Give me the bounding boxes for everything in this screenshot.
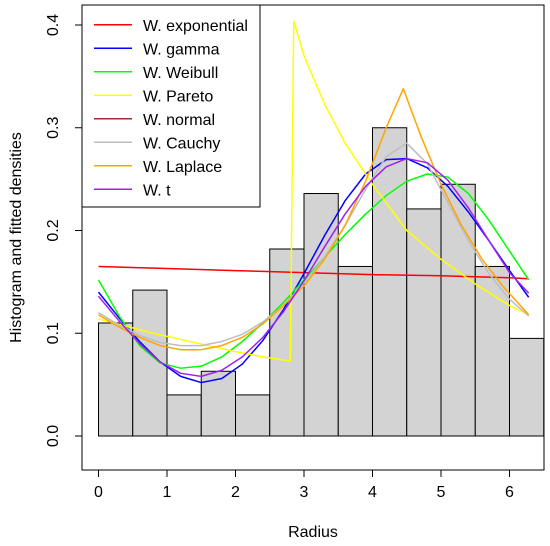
y-tick-label: 0.4 — [45, 14, 62, 36]
series-line — [97, 157, 530, 384]
histogram-bar — [235, 394, 271, 437]
series-line — [97, 173, 530, 369]
legend-box — [81, 4, 261, 208]
legend-label: W. t — [143, 182, 171, 199]
x-axis: 0 1 2 3 4 5 6 — [94, 469, 514, 501]
histogram-bar — [337, 265, 373, 437]
x-tick-label: 2 — [231, 484, 240, 501]
legend-label: W. normal — [143, 112, 215, 129]
x-tick-label: 4 — [368, 484, 377, 501]
x-tick-label: 0 — [94, 484, 103, 501]
legend-label: W. gamma — [143, 41, 220, 58]
legend: W. exponential W. gamma W. Weibull W. Paret… — [81, 4, 261, 208]
density-curves — [97, 20, 530, 384]
x-tick-label: 3 — [300, 484, 309, 501]
legend-label: W. exponential — [143, 18, 248, 35]
y-axis: 0.0 0.1 0.2 0.3 0.4 — [45, 14, 83, 447]
x-axis-label: Radius — [288, 524, 338, 541]
legend-label: W. Pareto — [143, 88, 213, 105]
series-line — [98, 87, 530, 351]
histogram-bars — [98, 127, 545, 437]
series-line — [98, 20, 530, 362]
legend-label: W. Laplace — [143, 159, 222, 176]
y-axis-label: Histogram and fitted densities — [8, 132, 25, 343]
legend-label: W. Weibull — [143, 65, 218, 82]
y-tick-label: 0.3 — [45, 117, 62, 139]
y-tick-label: 0.1 — [45, 322, 62, 344]
legend-label: W. Cauchy — [143, 135, 220, 152]
histogram-bar — [166, 394, 202, 437]
histogram-bar — [406, 208, 442, 437]
y-tick-label: 0.0 — [45, 425, 62, 447]
histogram-bar — [303, 193, 339, 437]
x-tick-label: 1 — [163, 484, 172, 501]
histogram-bar — [98, 322, 134, 437]
histogram-bar — [509, 337, 545, 437]
histogram-bar — [269, 248, 305, 437]
series-line — [98, 142, 530, 347]
x-tick-label: 6 — [505, 484, 514, 501]
series-line — [97, 157, 530, 378]
histogram-bar — [372, 127, 408, 437]
series-line — [98, 265, 529, 280]
x-tick-label: 5 — [437, 484, 446, 501]
y-tick-label: 0.2 — [45, 219, 62, 241]
